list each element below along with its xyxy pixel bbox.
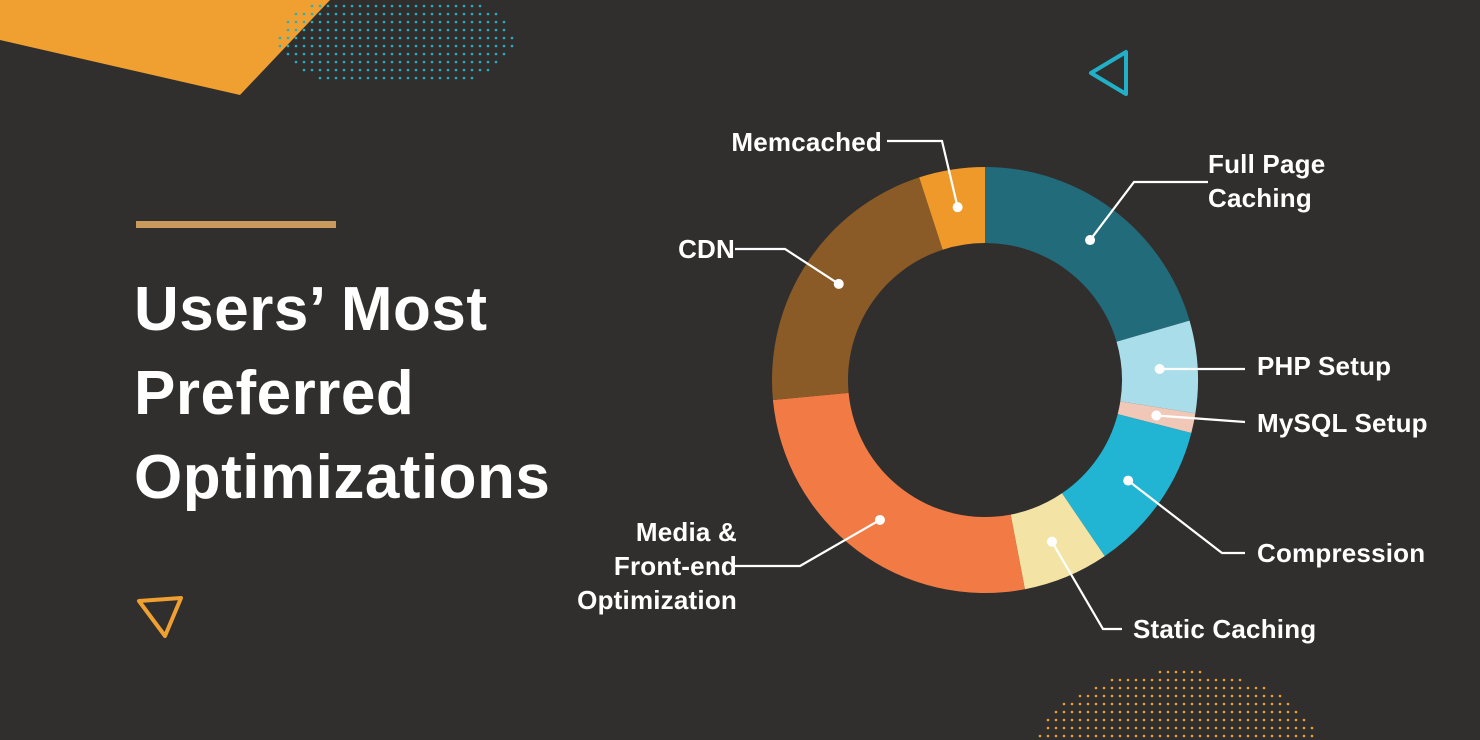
leader-line <box>1127 479 1245 555</box>
orange-corner-shape <box>0 0 330 95</box>
leader-dot <box>874 514 885 525</box>
label-cdn: CDN <box>678 234 735 264</box>
leader-dot <box>1151 410 1162 421</box>
orange-triangle-outline-icon <box>137 596 183 638</box>
title-line-1: Users’ Most <box>134 275 488 344</box>
label-compression: Compression <box>1257 538 1426 568</box>
orange-dot-pattern <box>1038 670 1314 738</box>
slice-static-caching <box>1010 493 1105 590</box>
leader-line <box>887 139 959 208</box>
title-line-2: Preferred <box>134 359 415 428</box>
leader-line <box>1156 414 1246 424</box>
title-accent-bar <box>136 221 336 228</box>
leader-dot <box>952 202 963 213</box>
slice-media-front-end-optimization <box>772 392 1025 593</box>
label-static-caching: Static Caching <box>1133 614 1317 644</box>
leader-line <box>1089 180 1208 241</box>
teal-triangle-outline-icon <box>1089 50 1128 96</box>
label-php-setup: PHP Setup <box>1257 351 1392 381</box>
leader-dot <box>833 278 844 289</box>
leader-line <box>735 247 840 285</box>
leader-dot <box>1154 364 1165 375</box>
label-full-page-caching: Full Page Caching <box>1208 149 1326 213</box>
page-title: Users’ Most Preferred Optimizations <box>134 268 550 520</box>
label-media-front-end-optimization: Media & Front-end Optimization <box>577 517 737 615</box>
title-line-3: Optimizations <box>134 443 551 512</box>
leader-line <box>735 518 881 568</box>
leader-line <box>1051 541 1122 631</box>
leader-dot <box>1085 235 1096 246</box>
label-mysql-setup: MySQL Setup <box>1257 408 1428 438</box>
teal-dot-pattern <box>278 4 514 80</box>
slice-memcached <box>919 167 985 250</box>
leader-dot <box>1046 536 1057 547</box>
leader-dot <box>1123 475 1134 486</box>
slice-full-page-caching <box>985 167 1190 342</box>
slice-cdn <box>772 177 943 401</box>
label-memcached: Memcached <box>731 127 882 157</box>
